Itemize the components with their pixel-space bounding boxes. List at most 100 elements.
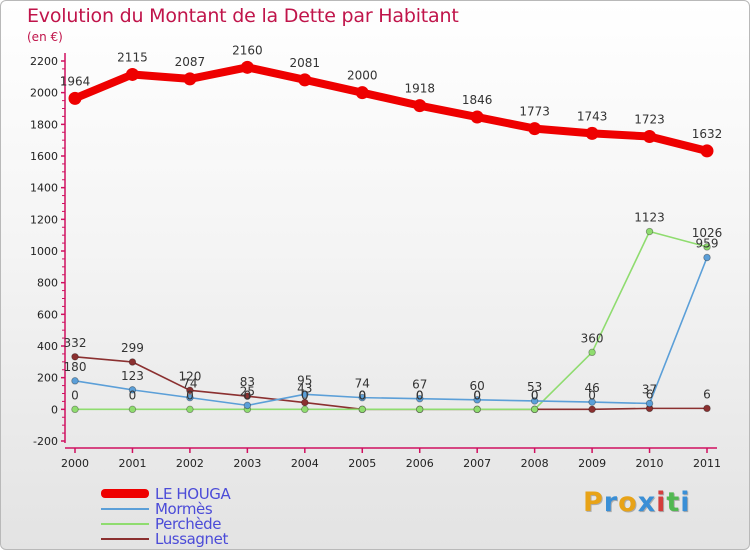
- y-tick-label: 0: [51, 403, 58, 416]
- legend-label-le-houga: LE HOUGA: [155, 485, 231, 503]
- x-tick-label: 2003: [233, 457, 261, 470]
- data-label: 0: [416, 388, 424, 402]
- y-tick-label: 200: [37, 372, 58, 385]
- y-tick-label: 800: [37, 277, 58, 290]
- data-label: 1773: [519, 105, 550, 119]
- y-tick-label: -200: [33, 435, 58, 448]
- chart-title: Evolution du Montant de la Dette par Hab…: [27, 5, 459, 27]
- data-label: 74: [182, 377, 197, 391]
- legend-label-perchede: Perchède: [155, 515, 222, 533]
- data-label: 0: [358, 388, 366, 402]
- data-label: 0: [244, 388, 252, 402]
- legend-swatch-perchede: [101, 523, 149, 525]
- data-label: 95: [297, 373, 312, 387]
- x-tick-label: 2001: [118, 457, 146, 470]
- y-tick-label: 1400: [30, 182, 58, 195]
- data-point-2: [703, 243, 711, 251]
- x-tick-label: 2002: [176, 457, 204, 470]
- data-point-2: [645, 227, 654, 236]
- data-label: 67: [412, 378, 427, 392]
- y-tick-label: 1800: [30, 118, 58, 131]
- data-label: 0: [473, 388, 481, 402]
- data-point-le-houga: [470, 110, 484, 124]
- data-point-1: [416, 395, 424, 403]
- data-point-1: [473, 396, 481, 404]
- data-label: 0: [186, 388, 194, 402]
- data-point-1: [358, 393, 366, 402]
- data-label: 0: [588, 388, 596, 402]
- data-point-2: [128, 405, 137, 414]
- data-point-le-houga: [585, 126, 599, 140]
- legend-label-mormes: Mormès: [155, 500, 213, 518]
- y-tick-label: 2000: [30, 87, 58, 100]
- data-point-1: [588, 398, 596, 406]
- x-tick-label: 2004: [291, 457, 319, 470]
- x-tick-label: 2008: [521, 457, 549, 470]
- data-point-3: [128, 358, 137, 366]
- data-label: 2160: [232, 43, 263, 57]
- y-tick-label: 400: [37, 340, 58, 353]
- logo-letter: i: [680, 487, 691, 518]
- data-label: 180: [64, 360, 87, 374]
- series-line-0: [71, 63, 711, 155]
- y-tick-label: 2200: [30, 55, 58, 68]
- legend-swatch-le-houga: [101, 489, 149, 498]
- logo-letter: o: [618, 487, 638, 518]
- data-label: 1632: [692, 127, 723, 141]
- data-label: 1723: [634, 113, 665, 127]
- data-label: 0: [358, 388, 366, 402]
- axes: -200020040060080010001200140016001800200…: [30, 53, 721, 470]
- data-point-2: [71, 405, 79, 414]
- data-label: 1918: [404, 82, 435, 96]
- data-label: 6: [646, 387, 654, 401]
- data-label: 332: [64, 336, 87, 350]
- legend-swatch-lussagnet: [101, 538, 149, 540]
- x-tick-label: 2011: [693, 457, 721, 470]
- data-label: 53: [527, 380, 542, 394]
- data-label: 25: [240, 384, 255, 398]
- data-point-le-houga: [240, 60, 254, 74]
- data-labels: 1964 2115 2087 2160 2081 2000 1918 1846 1773 1743…: [60, 43, 723, 402]
- data-label: 1123: [634, 211, 665, 225]
- data-point-3: [588, 405, 596, 414]
- data-point-le-houga: [355, 86, 369, 100]
- y-tick-label: 1600: [30, 150, 58, 163]
- data-point-le-houga: [643, 130, 657, 144]
- proxiti-logo: Proxiti: [583, 487, 691, 518]
- data-label: 0: [531, 388, 539, 402]
- data-label: 1846: [462, 93, 493, 107]
- data-label: 43: [297, 382, 312, 396]
- x-tick-label: 2010: [636, 457, 664, 470]
- data-point-le-houga: [68, 91, 82, 105]
- data-label: 37: [642, 382, 657, 396]
- data-point-1: [186, 393, 194, 402]
- data-label: 0: [473, 388, 481, 402]
- chart-subtitle: (en €): [27, 30, 63, 44]
- data-label: 299: [121, 341, 144, 355]
- data-label: 1964: [60, 74, 91, 88]
- data-label: 2087: [175, 55, 206, 69]
- data-point-2: [588, 348, 596, 357]
- data-point-3: [71, 353, 79, 361]
- logo-letter: t: [666, 487, 681, 518]
- data-label: 2000: [347, 69, 378, 83]
- series-lines: [68, 60, 714, 414]
- data-label: 60: [470, 379, 485, 393]
- data-label: 2115: [117, 50, 148, 64]
- x-tick-label: 2007: [463, 457, 491, 470]
- data-point-1: [703, 253, 711, 262]
- y-tick-label: 1200: [30, 213, 58, 226]
- logo-letter: i: [656, 487, 667, 518]
- data-label: 0: [129, 388, 137, 402]
- data-point-1: [645, 399, 654, 408]
- data-label: 74: [355, 377, 370, 391]
- x-tick-label: 2009: [578, 457, 606, 470]
- data-point-1: [301, 390, 309, 398]
- data-point-3: [301, 398, 309, 407]
- data-point-le-houga: [528, 122, 542, 136]
- data-point-2: [301, 405, 309, 414]
- data-label: 1026: [692, 226, 723, 240]
- legend-label-lussagnet: Lussagnet: [155, 530, 228, 548]
- data-point-le-houga: [700, 144, 714, 158]
